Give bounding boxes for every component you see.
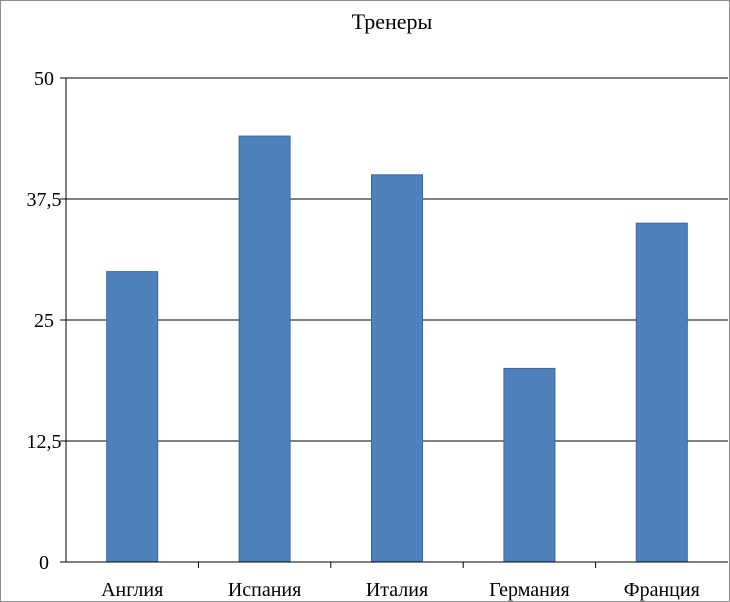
x-tick-label: Франция	[624, 579, 700, 601]
x-tick-label: Испания	[228, 579, 302, 601]
bar	[371, 174, 423, 563]
bars	[106, 135, 688, 563]
y-axis-ticks: 0 12,5 25 37,5 50	[27, 68, 66, 574]
bar	[238, 135, 291, 563]
x-axis-ticks: Англия Испания Италия Германия Франция	[101, 562, 700, 601]
y-tick-label: 12,5	[27, 431, 62, 453]
x-tick-label: Англия	[101, 579, 163, 601]
bar	[106, 271, 159, 563]
x-tick-label: Италия	[366, 579, 428, 601]
y-tick-label: 25	[34, 310, 54, 332]
chart-title: Тренеры	[352, 9, 433, 34]
y-tick-label: 0	[39, 552, 49, 574]
x-tick-label: Германия	[489, 579, 570, 601]
bar	[635, 222, 688, 563]
bar	[503, 367, 556, 563]
y-tick-label: 37,5	[27, 189, 62, 211]
y-tick-label: 50	[34, 68, 54, 90]
